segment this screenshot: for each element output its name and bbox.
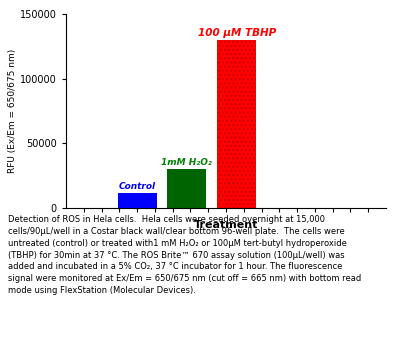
Text: Detection of ROS in Hela cells.  Hela cells were seeded overnight at 15,000
cell: Detection of ROS in Hela cells. Hela cel… bbox=[8, 215, 361, 295]
X-axis label: Treatment: Treatment bbox=[194, 220, 258, 230]
Text: 100 μM TBHP: 100 μM TBHP bbox=[198, 28, 276, 38]
Bar bbox=[167, 169, 206, 208]
Text: 1mM H₂O₂: 1mM H₂O₂ bbox=[162, 158, 212, 167]
Bar bbox=[118, 193, 157, 208]
Bar bbox=[217, 40, 256, 208]
Y-axis label: RFU (Ex/Em = 650/675 nm): RFU (Ex/Em = 650/675 nm) bbox=[8, 49, 17, 173]
Text: Control: Control bbox=[118, 182, 156, 191]
